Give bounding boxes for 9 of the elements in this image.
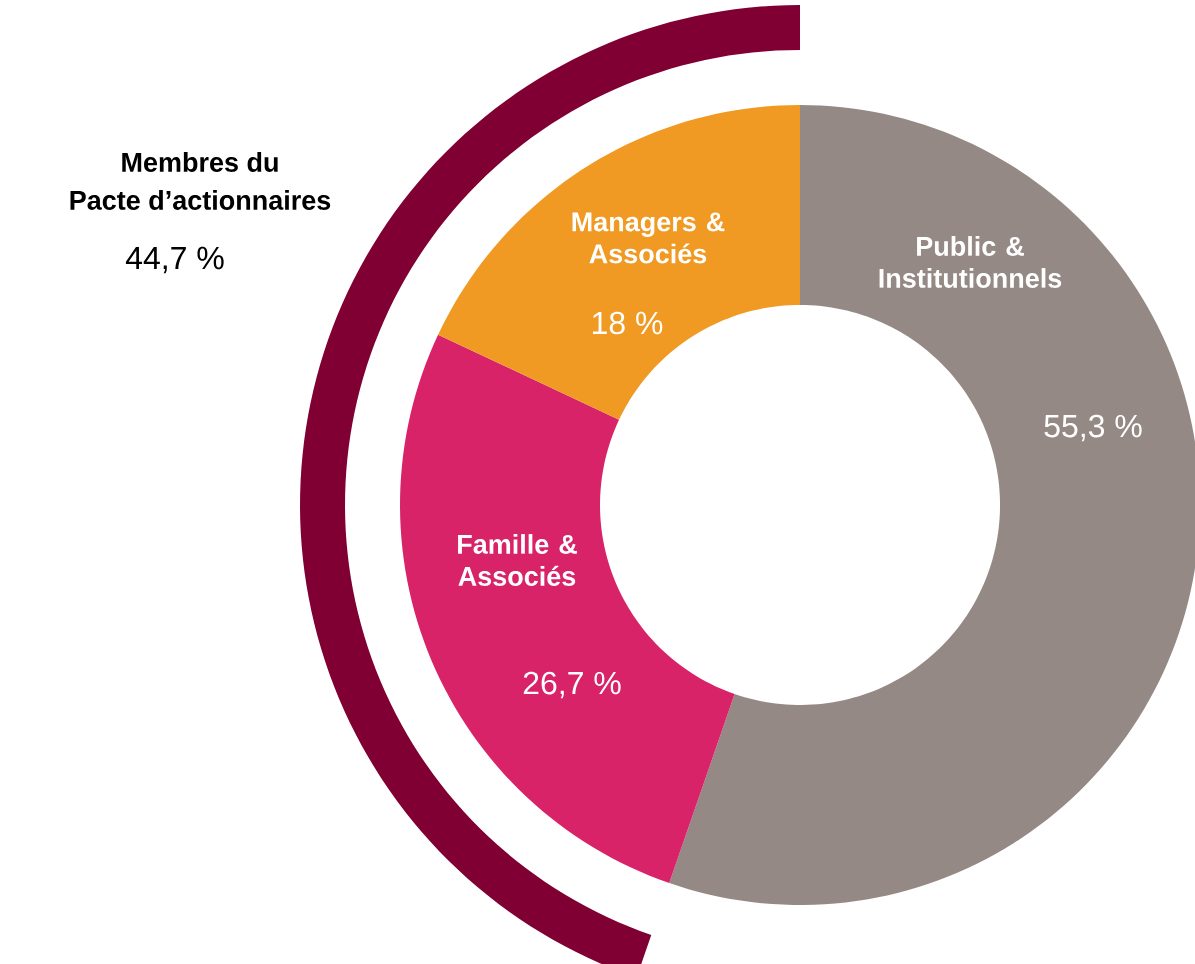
text: Membres du (122, 152, 278, 172)
data-label: 55,3 % (1044, 414, 1142, 442)
slice-label: Managers & Associés (572, 212, 725, 264)
text: Pacte d’actionnaires (70, 190, 331, 210)
data-label: 26,7 % (523, 671, 621, 699)
text: 44,7 % (125, 246, 224, 274)
data-label: 18 % (592, 311, 663, 335)
slice-label: Famille & Associés (458, 534, 577, 586)
slice-label: Public & Institutionnels (879, 236, 1062, 288)
